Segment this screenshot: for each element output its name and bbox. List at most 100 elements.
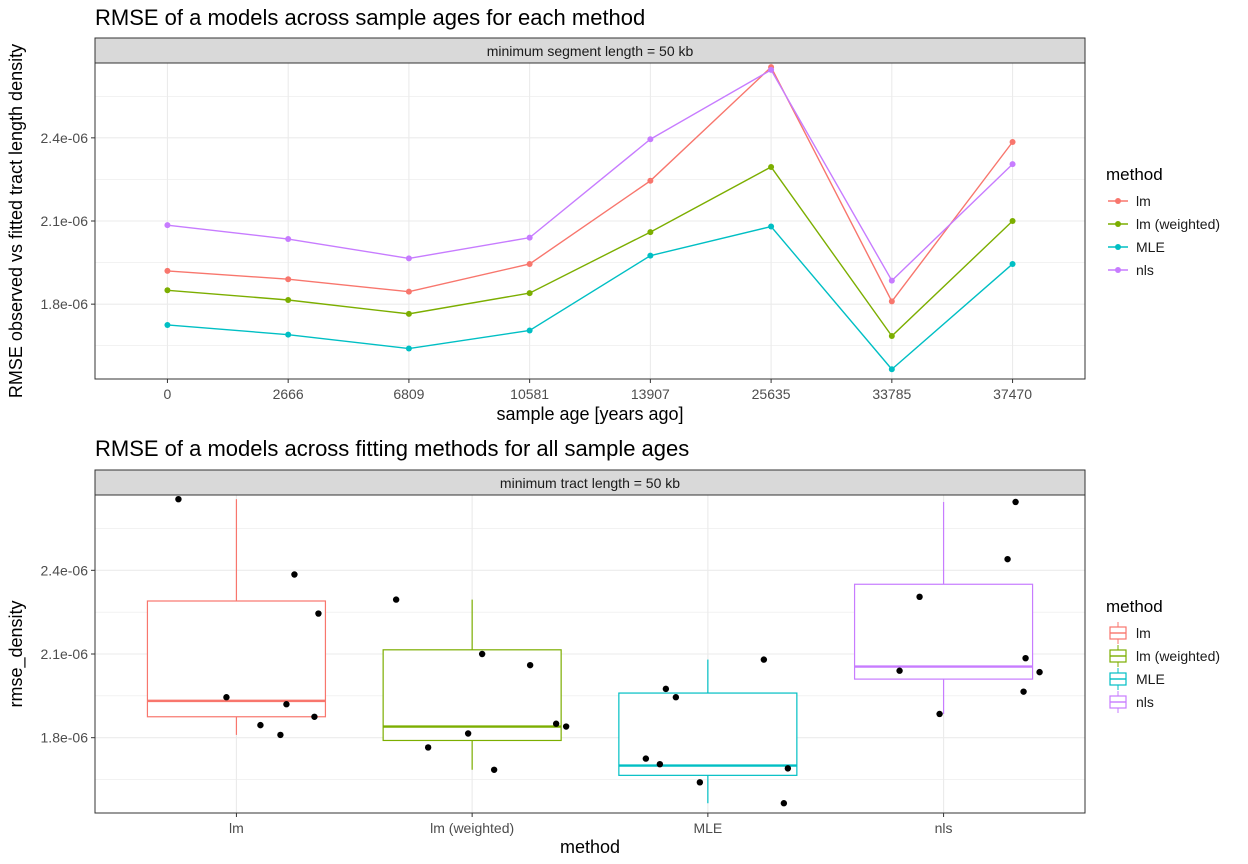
data-point-mle xyxy=(285,331,292,338)
boxplot-nls xyxy=(853,501,1034,714)
legend-item: MLE xyxy=(1109,668,1165,690)
x-tick-label: 25635 xyxy=(752,386,791,402)
jitter-point xyxy=(175,495,182,503)
legend-label: MLE xyxy=(1136,239,1165,255)
y-tick-label: 2.4e-06 xyxy=(41,130,89,146)
jitter-point xyxy=(656,760,664,768)
series-points xyxy=(164,64,1016,373)
y-tick-label: 2.4e-06 xyxy=(41,562,89,578)
legend-item: nls xyxy=(1109,691,1154,713)
series-line-lm-weighted- xyxy=(167,166,1014,338)
x-tick-label: 33785 xyxy=(872,386,911,402)
line-chart-panel: RMSE of a models across sample ages for … xyxy=(6,5,1220,424)
jitter-point xyxy=(672,694,680,701)
legend-key-point xyxy=(1115,267,1121,273)
jitter-point xyxy=(315,610,322,617)
legend-label: lm xyxy=(1136,193,1151,209)
data-point-nls xyxy=(164,222,171,229)
legend-title: method xyxy=(1106,597,1163,616)
legend-label: MLE xyxy=(1136,671,1165,687)
boxplots xyxy=(146,499,1034,804)
jitter-point xyxy=(642,755,650,762)
legend-key-point xyxy=(1115,221,1121,227)
jitter-point xyxy=(896,667,903,674)
jitter-point xyxy=(526,661,534,669)
legend-label: lm xyxy=(1136,625,1151,641)
data-point-mle xyxy=(768,223,775,230)
data-point-nls xyxy=(888,277,895,284)
jitter-point xyxy=(311,713,318,720)
legend-label: lm (weighted) xyxy=(1136,216,1220,232)
x-axis-title: sample age [years ago] xyxy=(496,404,683,424)
jitter-point xyxy=(696,779,704,786)
jitter-point xyxy=(552,720,560,727)
data-point-lm-weighted- xyxy=(405,310,412,317)
data-point-lm xyxy=(526,260,533,267)
facet-strip-label: minimum tract length = 50 kb xyxy=(500,475,680,491)
jitter-point xyxy=(392,596,400,603)
jitter-point xyxy=(780,800,788,807)
x-tick-label: 37470 xyxy=(993,386,1032,402)
legend: method lm lm (weighted) MLE nls xyxy=(1106,165,1220,278)
data-point-lm-weighted- xyxy=(647,229,654,236)
x-axis: lm lm (weighted) MLE nls xyxy=(229,813,953,836)
data-point-nls xyxy=(285,236,292,243)
y-tick-label: 1.8e-06 xyxy=(41,730,89,746)
data-point-nls xyxy=(526,234,533,241)
x-tick-label: nls xyxy=(935,820,953,836)
x-tick-label: MLE xyxy=(693,820,722,836)
jitter-point xyxy=(291,571,298,578)
legend-item: MLE xyxy=(1108,239,1165,255)
jitter-point xyxy=(283,701,290,708)
y-axis-title: rmse_density xyxy=(6,600,27,707)
chart-title: RMSE of a models across sample ages for … xyxy=(95,5,645,30)
jitter-point xyxy=(257,721,264,729)
y-axis: 1.8e-06 2.1e-06 2.4e-06 xyxy=(41,562,95,746)
y-tick-label: 2.1e-06 xyxy=(41,646,89,662)
data-point-lm-weighted- xyxy=(888,333,895,340)
legend-label: nls xyxy=(1136,694,1154,710)
boxplot-lm xyxy=(146,499,327,735)
series-line-lm xyxy=(167,66,1014,303)
x-tick-label: 13907 xyxy=(631,386,670,402)
facet-strip xyxy=(94,37,1086,64)
data-point-lm xyxy=(1009,139,1016,145)
data-point-lm-weighted- xyxy=(1009,218,1016,224)
data-point-lm xyxy=(164,267,171,274)
jitter-point xyxy=(1020,688,1027,695)
jitter-point xyxy=(478,650,486,658)
jitter-point xyxy=(784,765,792,772)
legend-item: lm xyxy=(1108,193,1151,209)
y-tick-label: 2.1e-06 xyxy=(41,213,89,229)
legend-label: nls xyxy=(1136,262,1154,278)
series-line-nls xyxy=(167,68,1014,282)
x-axis: 0 2666 6809 10581 13907 25635 33785 37470 xyxy=(164,379,1032,402)
data-point-mle xyxy=(405,345,412,352)
legend-item: lm (weighted) xyxy=(1108,216,1220,232)
box xyxy=(853,583,1034,680)
legend-label: lm (weighted) xyxy=(1136,648,1220,664)
box-chart-panel: RMSE of a models across fitting methods … xyxy=(6,436,1220,857)
x-tick-label: lm xyxy=(229,820,244,836)
data-point-mle xyxy=(1009,260,1016,267)
legend-item: nls xyxy=(1108,262,1154,278)
data-point-nls xyxy=(647,136,654,143)
data-point-lm xyxy=(888,298,895,305)
x-tick-label: 2666 xyxy=(273,386,304,402)
jitter-point xyxy=(1004,555,1011,563)
data-point-mle xyxy=(647,252,654,259)
data-point-mle xyxy=(164,321,171,328)
jitter-point xyxy=(1022,654,1029,662)
x-tick-label: 6809 xyxy=(393,386,424,402)
facet-strip-label: minimum segment length = 50 kb xyxy=(487,43,694,59)
data-point-lm xyxy=(285,276,292,283)
jitter-point xyxy=(662,685,670,693)
jitter-point xyxy=(916,593,923,601)
jitter-point xyxy=(464,730,472,737)
data-point-nls xyxy=(1009,161,1016,168)
jitter-point xyxy=(424,744,432,751)
data-point-lm-weighted- xyxy=(285,297,292,303)
jitter-point xyxy=(1012,498,1019,506)
x-tick-label: lm (weighted) xyxy=(430,820,514,836)
